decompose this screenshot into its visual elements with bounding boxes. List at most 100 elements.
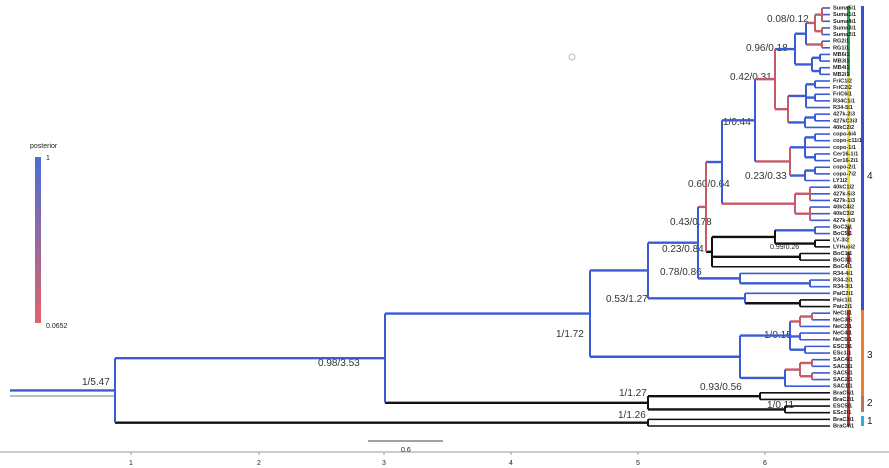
axis-tick-label: 6 <box>763 460 767 467</box>
support-label: 0.99/0.26 <box>770 244 799 251</box>
support-label: 0.96/0.18 <box>746 43 788 54</box>
support-label: 0.78/0.86 <box>660 267 702 278</box>
tip-label: 40kC1i2 <box>833 185 854 191</box>
tip-label: BraC4i1 <box>833 423 854 429</box>
tip-label: PaiC2i1 <box>833 291 853 297</box>
tip-label: BoC3i1 <box>833 258 852 264</box>
tip-label: BoC2i1 <box>833 224 852 230</box>
tree: Suma5i1Suma1i1Suma4i1Suma3i1Suma2i1RG2i1… <box>10 5 862 429</box>
tip-label: RG1i1 <box>833 45 849 51</box>
tip-label: BoC5i1 <box>833 231 852 237</box>
tip-label: RG2i1 <box>833 39 849 45</box>
tip-label: R34-4i1 <box>833 271 853 277</box>
clade-label: 4 <box>867 171 873 182</box>
tip-label: copo-c11i1 <box>833 138 862 144</box>
tip-label: copo-6i4 <box>833 132 857 138</box>
tip-label: BraC3i1 <box>833 417 854 423</box>
tip-label: NeC3i5 <box>833 317 852 323</box>
tip-label: Suma2i1 <box>833 32 856 38</box>
tip-label: R34C1i1 <box>833 98 855 104</box>
tip-label: MB3i1 <box>833 59 849 65</box>
clade-bar <box>847 226 850 236</box>
tip-label: R34-5i1 <box>833 105 853 111</box>
clade-bar <box>861 6 864 310</box>
tip-label: 427k-2i3 <box>833 112 855 118</box>
scale-bar-label: 0.6 <box>401 447 411 454</box>
legend-title: posterior <box>30 143 58 150</box>
support-label: 0.60/0.64 <box>688 179 730 190</box>
tip-label: MB4i1 <box>833 65 849 71</box>
support-label: 0.42/0.31 <box>730 72 772 83</box>
tip-label: Suma1i1 <box>833 12 856 18</box>
legend-max: 1 <box>46 155 50 162</box>
axis-tick-label: 2 <box>257 460 261 467</box>
legend-gradient <box>35 157 41 323</box>
clade-bar <box>861 416 864 426</box>
clade-bar <box>847 252 850 264</box>
marker <box>568 53 576 61</box>
tip-label: ESC5i1 <box>833 404 852 410</box>
tip-label: BoC4i1 <box>833 264 852 270</box>
clade-label: 2 <box>867 398 873 409</box>
tip-label: Suma3i1 <box>833 25 856 31</box>
axis-tick-label: 3 <box>382 460 386 467</box>
tip-label: BoC1i1 <box>833 251 852 257</box>
support-label: 1/1.72 <box>556 329 584 340</box>
tip-label: Suma5i1 <box>833 5 856 11</box>
clade-bar <box>847 264 850 310</box>
support-labels: 1/5.47 0.98/3.53 1/1.72 0.53/1.27 0.78/0… <box>82 14 809 421</box>
tip-label: SAC5i1 <box>833 370 853 376</box>
tip-label: 427k-5i3 <box>833 191 855 197</box>
tip-label: Suma4i1 <box>833 19 856 25</box>
tip-label: 40kC3i2 <box>833 211 854 217</box>
support-label: 0.43/0.78 <box>670 217 712 228</box>
clade-bar <box>847 236 850 252</box>
tip-label: MB6i1 <box>833 52 849 58</box>
tip-label: NeC4i1 <box>833 331 852 337</box>
clade-bar <box>847 6 850 76</box>
support-label: 1/0.44 <box>723 117 751 128</box>
tip-label: Cer16-1i1 <box>833 151 858 157</box>
support-label: 1/1.27 <box>619 388 647 399</box>
tip-label: R34-3i1 <box>833 284 853 290</box>
tip-label: NeC5i1 <box>833 337 852 343</box>
clade-bar <box>847 310 850 426</box>
legend-min: 0.0652 <box>46 323 68 330</box>
support-label: 1/1.26 <box>618 410 646 421</box>
support-label: 0.98/3.53 <box>318 358 360 369</box>
tip-label: 40kC2i2 <box>833 125 854 131</box>
axis-tick-label: 5 <box>636 460 640 467</box>
tip-label: copo-7i2 <box>833 171 856 177</box>
tip-label: SAC2i1 <box>833 377 853 383</box>
axis-tick-label: 1 <box>129 460 133 467</box>
tip-label: 427k-1i3 <box>833 198 855 204</box>
clade-label: 1 <box>867 416 873 427</box>
tip-label: MB2i1 <box>833 72 849 78</box>
support-label: 0.23/0.84 <box>662 244 704 255</box>
support-label: 0.53/1.27 <box>606 294 648 305</box>
support-label: 0.08/0.12 <box>767 14 809 25</box>
axis-tick-label: 4 <box>509 460 513 467</box>
tip-label: SAC4i1 <box>833 357 853 363</box>
tip-label: R34-2i1 <box>833 278 853 284</box>
support-label: 1/0.11 <box>767 400 794 411</box>
clade-bar <box>847 76 850 188</box>
support-label: 0.93/0.56 <box>700 382 742 393</box>
tip-label: BraC5i1 <box>833 390 854 396</box>
tip-label: Paic1i1 <box>833 297 852 303</box>
tip-label: SAC3i1 <box>833 364 853 370</box>
tip-label: FriC1i2 <box>833 78 852 84</box>
tip-label: FriC2i2 <box>833 85 852 91</box>
tip-label: BraC2i1 <box>833 397 854 403</box>
tip-label: Paic2i1 <box>833 304 852 310</box>
support-label: 1/5.47 <box>82 377 110 388</box>
clade-bar <box>861 310 864 396</box>
tip-label: LYHuoi2 <box>833 244 855 250</box>
tip-label: 427kC3i3 <box>833 118 857 124</box>
tip-label: ESc1i1 <box>833 351 851 357</box>
tip-label: FriC6i1 <box>833 92 852 98</box>
tip-label: 427k-4i3 <box>833 218 855 224</box>
tip-label: ESC3i1 <box>833 344 852 350</box>
tip-label: 40kC4i2 <box>833 205 854 211</box>
